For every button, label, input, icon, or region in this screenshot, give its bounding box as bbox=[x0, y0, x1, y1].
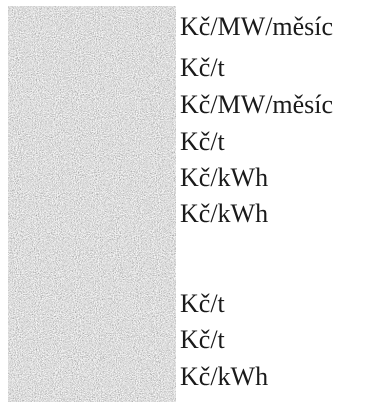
unit-label: Kč/t bbox=[180, 289, 225, 318]
unit-label: Kč/kWh bbox=[180, 199, 269, 228]
unit-label: Kč/t bbox=[180, 127, 225, 156]
unit-label: Kč/t bbox=[180, 325, 225, 354]
noise-texture bbox=[8, 6, 176, 402]
unit-label: Kč/kWh bbox=[180, 362, 269, 391]
unit-label: Kč/MW/měsíc bbox=[180, 90, 334, 119]
unit-label: Kč/kWh bbox=[180, 163, 269, 192]
unit-label: Kč/t bbox=[180, 53, 225, 82]
units-column: Kč/MW/měsíc Kč/t Kč/MW/měsíc Kč/t Kč/kWh… bbox=[180, 0, 370, 407]
unit-label: Kč/MW/měsíc bbox=[180, 12, 334, 41]
redacted-noise-column bbox=[8, 6, 176, 402]
